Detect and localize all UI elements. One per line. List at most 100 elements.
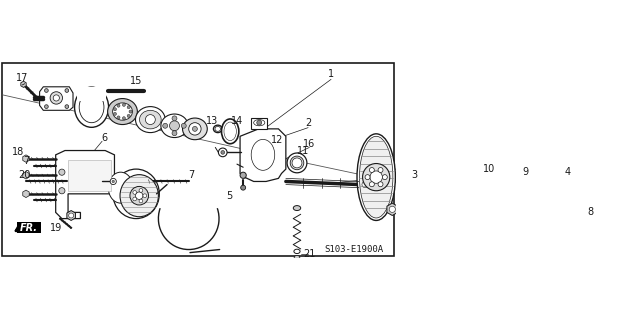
Circle shape xyxy=(122,117,125,120)
Circle shape xyxy=(136,192,143,199)
Circle shape xyxy=(59,169,65,175)
Circle shape xyxy=(382,175,387,180)
Text: 10: 10 xyxy=(483,164,495,174)
Polygon shape xyxy=(21,81,26,87)
Text: 15: 15 xyxy=(130,76,142,85)
Ellipse shape xyxy=(375,179,386,190)
Circle shape xyxy=(181,123,186,128)
Polygon shape xyxy=(56,151,115,219)
Circle shape xyxy=(163,123,168,128)
Text: 20: 20 xyxy=(19,170,31,180)
Ellipse shape xyxy=(252,139,275,170)
Text: S103-E1900A: S103-E1900A xyxy=(324,245,383,254)
Ellipse shape xyxy=(113,169,159,219)
Ellipse shape xyxy=(215,126,221,131)
Text: 8: 8 xyxy=(588,207,594,218)
Circle shape xyxy=(133,190,136,194)
Text: 5: 5 xyxy=(226,191,232,201)
Circle shape xyxy=(59,188,65,194)
Circle shape xyxy=(189,123,201,135)
Text: 21: 21 xyxy=(303,249,316,259)
Ellipse shape xyxy=(290,156,304,170)
Ellipse shape xyxy=(358,178,372,191)
Ellipse shape xyxy=(74,87,109,127)
Ellipse shape xyxy=(294,256,300,260)
Ellipse shape xyxy=(378,182,383,188)
Circle shape xyxy=(193,126,197,131)
Text: 1: 1 xyxy=(328,70,334,79)
Circle shape xyxy=(257,120,262,125)
Circle shape xyxy=(172,131,177,136)
Text: 7: 7 xyxy=(189,170,195,180)
Polygon shape xyxy=(23,155,29,162)
Ellipse shape xyxy=(293,205,301,211)
Circle shape xyxy=(112,180,115,183)
Circle shape xyxy=(113,108,116,111)
Polygon shape xyxy=(40,87,73,110)
Ellipse shape xyxy=(108,99,138,124)
Ellipse shape xyxy=(253,120,265,126)
Ellipse shape xyxy=(108,172,133,203)
Text: 7: 7 xyxy=(23,156,29,166)
Circle shape xyxy=(133,197,136,201)
Text: 12: 12 xyxy=(271,135,284,145)
Ellipse shape xyxy=(360,136,393,218)
Circle shape xyxy=(50,92,63,104)
Ellipse shape xyxy=(140,110,161,129)
Circle shape xyxy=(127,106,130,109)
Circle shape xyxy=(389,206,396,212)
Text: 4: 4 xyxy=(565,167,571,177)
Text: 2: 2 xyxy=(305,118,311,128)
Circle shape xyxy=(110,178,116,185)
Ellipse shape xyxy=(79,92,104,123)
Circle shape xyxy=(127,115,130,117)
Text: 17: 17 xyxy=(15,73,28,83)
FancyBboxPatch shape xyxy=(3,63,394,256)
Circle shape xyxy=(139,199,143,203)
Circle shape xyxy=(218,148,227,157)
Circle shape xyxy=(143,194,147,197)
Text: 19: 19 xyxy=(49,223,62,233)
Circle shape xyxy=(45,89,48,93)
Circle shape xyxy=(362,182,368,188)
Polygon shape xyxy=(68,160,111,191)
Circle shape xyxy=(139,189,143,192)
Circle shape xyxy=(172,116,177,121)
FancyBboxPatch shape xyxy=(17,222,42,234)
Text: 18: 18 xyxy=(12,147,25,157)
Text: 13: 13 xyxy=(206,116,218,126)
Circle shape xyxy=(145,115,156,124)
Circle shape xyxy=(65,105,68,108)
Circle shape xyxy=(117,104,120,107)
Circle shape xyxy=(370,171,382,183)
Text: FR.: FR. xyxy=(20,223,38,233)
Text: 3: 3 xyxy=(412,170,418,180)
Text: 14: 14 xyxy=(231,116,243,126)
Text: 16: 16 xyxy=(303,139,316,149)
Ellipse shape xyxy=(224,122,236,141)
Circle shape xyxy=(365,175,370,180)
Circle shape xyxy=(68,213,74,218)
Ellipse shape xyxy=(214,125,222,133)
Circle shape xyxy=(130,186,148,205)
Ellipse shape xyxy=(357,134,396,220)
Ellipse shape xyxy=(182,118,207,140)
Circle shape xyxy=(129,110,132,113)
Text: 11: 11 xyxy=(297,145,309,156)
Circle shape xyxy=(170,121,179,131)
Circle shape xyxy=(113,112,116,115)
Ellipse shape xyxy=(361,180,369,189)
Circle shape xyxy=(45,105,48,108)
Polygon shape xyxy=(240,129,286,182)
Circle shape xyxy=(53,95,60,101)
Polygon shape xyxy=(23,172,29,179)
Polygon shape xyxy=(252,118,268,129)
Circle shape xyxy=(378,167,383,173)
Ellipse shape xyxy=(294,249,300,254)
Circle shape xyxy=(221,151,225,154)
Circle shape xyxy=(378,182,383,187)
Circle shape xyxy=(65,89,68,93)
Polygon shape xyxy=(387,203,397,216)
Circle shape xyxy=(122,103,125,107)
Circle shape xyxy=(363,164,390,191)
